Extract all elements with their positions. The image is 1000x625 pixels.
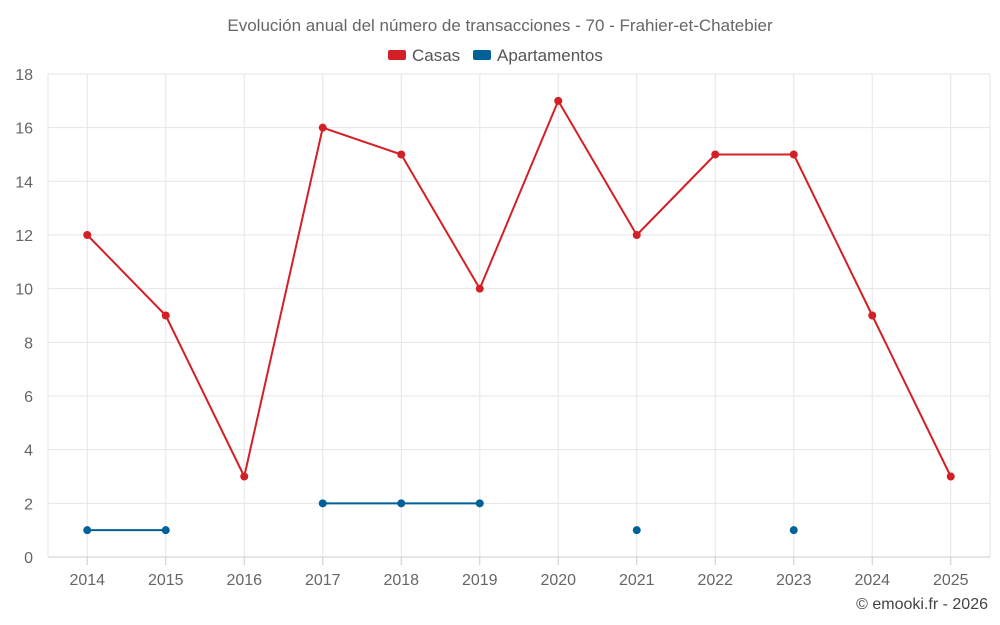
y-tick-label: 10 [15,282,33,299]
data-point-apartamentos-2019[interactable] [475,499,484,508]
data-point-apartamentos-2015[interactable] [161,526,170,535]
series-casas [83,96,955,481]
y-tick-label: 6 [24,389,33,406]
data-point-casas-2015[interactable] [161,311,170,320]
x-tick-label: 2017 [305,572,341,589]
y-tick-label: 4 [24,443,33,460]
x-tick-label: 2020 [540,572,576,589]
y-axis: 0 2 4 6 8 10 12 14 16 18 [15,67,33,567]
data-point-casas-2024[interactable] [868,311,877,320]
y-tick-label: 14 [15,174,33,191]
legend-item-apartamentos[interactable]: Apartamentos [473,46,603,65]
x-axis: 2014 2015 2016 2017 2018 2019 2020 2021 2022 2023… [48,556,990,589]
x-tick-label: 2023 [776,572,812,589]
x-tick-label: 2014 [69,572,105,589]
x-tick-label: 2021 [619,572,655,589]
data-point-casas-2020[interactable] [554,96,563,105]
legend-label-casas: Casas [412,46,460,65]
legend-item-casas[interactable]: Casas [388,46,460,65]
x-tick-label: 2016 [226,572,262,589]
data-point-apartamentos-2017[interactable] [318,499,327,508]
data-point-apartamentos-2021[interactable] [632,526,641,535]
chart-title: Evolución anual del número de transaccio… [227,16,773,35]
credit-text: © emooki.fr - 2026 [856,596,988,613]
x-tick-label: 2022 [697,572,733,589]
x-tick-label: 2018 [383,572,419,589]
y-tick-label: 0 [24,550,33,567]
y-tick-label: 8 [24,335,33,352]
x-tick-label: 2019 [462,572,498,589]
y-tick-label: 2 [24,496,33,513]
series-apartamentos [83,499,798,535]
data-point-casas-2025[interactable] [946,472,955,481]
data-point-casas-2014[interactable] [83,231,92,239]
data-point-casas-2017[interactable] [318,123,327,132]
x-tick-label: 2024 [854,572,890,589]
data-point-casas-2023[interactable] [789,150,798,159]
data-point-casas-2022[interactable] [711,150,720,159]
y-tick-label: 16 [15,121,33,138]
data-point-apartamentos-2018[interactable] [397,499,406,508]
series-layer [83,96,955,535]
series-line-casas [86,99,952,478]
data-point-apartamentos-2023[interactable] [789,526,798,535]
x-tick-label: 2015 [148,572,184,589]
data-point-casas-2019[interactable] [475,284,484,293]
grid [47,73,991,558]
y-tick-label: 18 [15,67,33,84]
data-point-apartamentos-2014[interactable] [83,526,92,535]
legend-swatch-casas [388,50,406,60]
data-point-casas-2021[interactable] [632,231,641,239]
x-tick-label: 2025 [933,572,969,589]
y-tick-label: 12 [15,228,33,245]
data-point-casas-2016[interactable] [240,472,249,481]
legend: Casas Apartamentos [388,46,603,65]
legend-swatch-apartamentos [473,50,491,60]
data-point-casas-2018[interactable] [397,150,406,159]
legend-label-apartamentos: Apartamentos [497,46,603,65]
